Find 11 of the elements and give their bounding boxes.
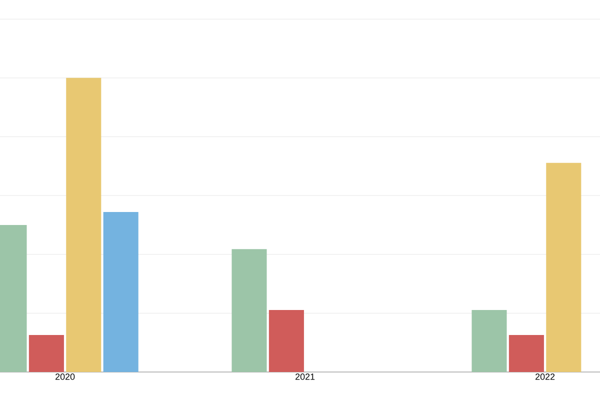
bar bbox=[546, 162, 582, 372]
x-tick-label: 2020 bbox=[56, 374, 75, 380]
bar bbox=[508, 334, 544, 372]
bar bbox=[103, 212, 138, 372]
bar bbox=[268, 310, 304, 372]
bar bbox=[472, 310, 507, 372]
bar bbox=[28, 334, 64, 372]
x-tick-label: 2022 bbox=[536, 374, 555, 380]
x-tick-label: 2021 bbox=[296, 374, 315, 380]
bar bbox=[232, 249, 267, 372]
bar bbox=[66, 78, 102, 372]
